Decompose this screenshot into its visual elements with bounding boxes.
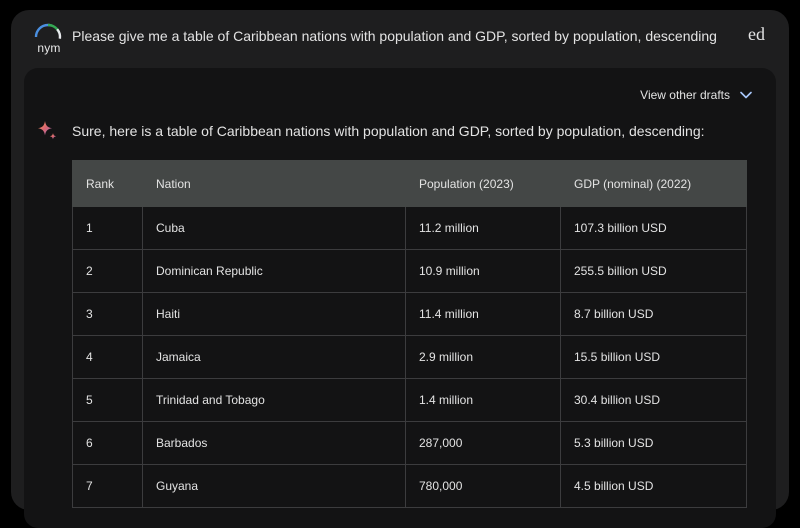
table-row: 2 Dominican Republic 10.9 million 255.5 … bbox=[72, 249, 747, 293]
table-cell: 8.7 billion USD bbox=[560, 292, 747, 336]
table-cell: 5 bbox=[72, 378, 143, 422]
table-cell: 1 bbox=[72, 206, 143, 250]
table-cell: Cuba bbox=[142, 206, 406, 250]
table-cell: Haiti bbox=[142, 292, 406, 336]
table-cell: Guyana bbox=[142, 464, 406, 508]
column-header: Nation bbox=[142, 160, 406, 207]
table-row: 6 Barbados 287,000 5.3 billion USD bbox=[72, 421, 747, 465]
table-cell: 2 bbox=[72, 249, 143, 293]
table-cell: 4 bbox=[72, 335, 143, 379]
table-cell: Trinidad and Tobago bbox=[142, 378, 406, 422]
table-row: 1 Cuba 11.2 million 107.3 billion USD bbox=[72, 206, 747, 250]
user-avatar[interactable]: nym bbox=[33, 22, 63, 55]
table-cell: 1.4 million bbox=[405, 378, 561, 422]
answer-intro-text: Sure, here is a table of Caribbean natio… bbox=[72, 123, 705, 139]
conversation-card: nym Please give me a table of Caribbean … bbox=[11, 10, 789, 528]
table-row: 5 Trinidad and Tobago 1.4 million 30.4 b… bbox=[72, 378, 747, 422]
table-cell: Barbados bbox=[142, 421, 406, 465]
chevron-down-icon bbox=[740, 91, 752, 99]
table-cell: 11.4 million bbox=[405, 292, 561, 336]
avatar-ring-icon bbox=[34, 23, 62, 51]
edit-prompt-button[interactable]: ed bbox=[748, 24, 765, 44]
table-cell: 30.4 billion USD bbox=[560, 378, 747, 422]
user-prompt-row: nym Please give me a table of Caribbean … bbox=[11, 10, 789, 64]
data-table: Rank Nation Population (2023) GDP (nomin… bbox=[72, 160, 747, 508]
column-header: Rank bbox=[72, 160, 143, 207]
table-cell: 287,000 bbox=[405, 421, 561, 465]
table-header-row: Rank Nation Population (2023) GDP (nomin… bbox=[72, 160, 747, 207]
avatar-label: nym bbox=[37, 41, 61, 55]
table-cell: 6 bbox=[72, 421, 143, 465]
table-cell: 7 bbox=[72, 464, 143, 508]
table-cell: 107.3 billion USD bbox=[560, 206, 747, 250]
table-cell: 10.9 million bbox=[405, 249, 561, 293]
table-cell: 255.5 billion USD bbox=[560, 249, 747, 293]
table-row: 4 Jamaica 2.9 million 15.5 billion USD bbox=[72, 335, 747, 379]
view-other-drafts-button[interactable]: View other drafts bbox=[640, 88, 752, 102]
table-cell: 15.5 billion USD bbox=[560, 335, 747, 379]
table-cell: Jamaica bbox=[142, 335, 406, 379]
sparkle-icon bbox=[36, 120, 58, 142]
column-header: Population (2023) bbox=[405, 160, 561, 207]
table-cell: 3 bbox=[72, 292, 143, 336]
response-card: View other drafts Sure, h bbox=[24, 68, 776, 528]
table-cell: 5.3 billion USD bbox=[560, 421, 747, 465]
table-cell: Dominican Republic bbox=[142, 249, 406, 293]
table-row: 3 Haiti 11.4 million 8.7 billion USD bbox=[72, 292, 747, 336]
drafts-label: View other drafts bbox=[640, 88, 730, 102]
table-row: 7 Guyana 780,000 4.5 billion USD bbox=[72, 464, 747, 508]
column-header: GDP (nominal) (2022) bbox=[560, 160, 747, 207]
table-cell: 780,000 bbox=[405, 464, 561, 508]
table-cell: 4.5 billion USD bbox=[560, 464, 747, 508]
prompt-text: Please give me a table of Caribbean nati… bbox=[72, 28, 717, 44]
table-cell: 11.2 million bbox=[405, 206, 561, 250]
table-cell: 2.9 million bbox=[405, 335, 561, 379]
